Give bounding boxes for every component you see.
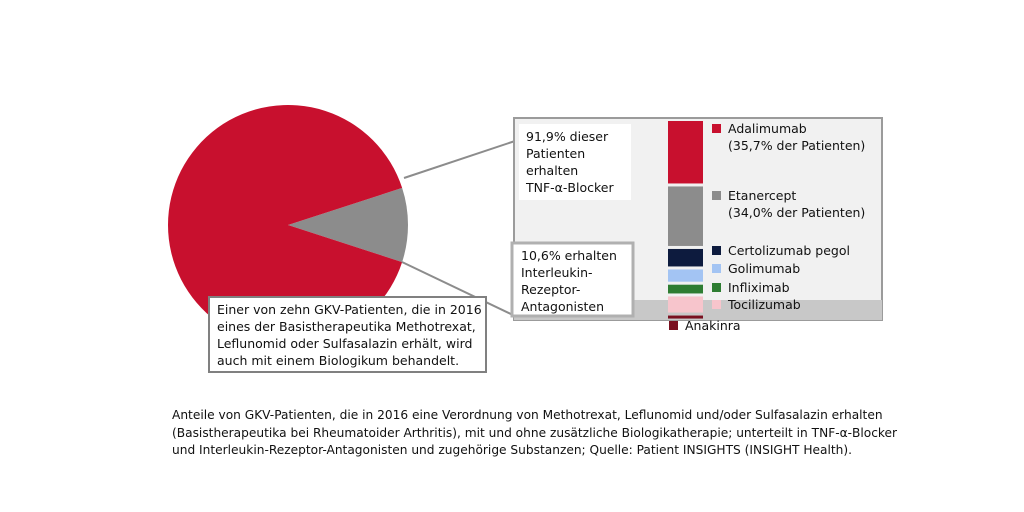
- pie-slice-ohne-biologikum: [168, 105, 403, 346]
- tnf-note-box: [519, 124, 631, 200]
- legend-swatch: [669, 321, 678, 330]
- bar-segment-etanercept: [668, 186, 703, 246]
- tnf-note-text: 91,9% dieser Patienten erhalten TNF-α-Bl…: [525, 129, 614, 195]
- pie-chart: [168, 105, 408, 346]
- pie-note-box: [208, 296, 487, 373]
- bar-segment-tocilizumab: [668, 296, 703, 313]
- legend-label: Etanercept: [728, 188, 796, 203]
- legend-swatch: [712, 283, 721, 292]
- tnf-note-line: TNF-α-Blocker: [525, 180, 614, 195]
- legend-swatch: [712, 264, 721, 273]
- connector-lines: [401, 140, 516, 317]
- figure-caption: Anteile von GKV-Patienten, die in 2016 e…: [172, 408, 898, 457]
- il-note-line: 10,6% erhalten: [521, 248, 617, 263]
- tnf-note-line: erhalten: [526, 163, 578, 178]
- bar-segment-certolizumab-pegol: [668, 248, 703, 267]
- legend-swatch: [712, 191, 721, 200]
- il-note-line: Antagonisten: [521, 299, 604, 314]
- bar-segment-anakinra: [668, 315, 703, 319]
- legend-label: Anakinra: [685, 318, 741, 333]
- legend-label: Tocilizumab: [727, 297, 801, 312]
- pie-slice-mit-biologikum: [288, 187, 408, 263]
- pie-note-line: eines der Basistherapeutika Methotrexat,: [217, 319, 476, 334]
- il-note-line: Rezeptor-: [521, 282, 580, 297]
- legend-label: Certolizumab pegol: [728, 243, 850, 258]
- pie-note-text: Einer von zehn GKV-Patienten, die in 201…: [217, 302, 486, 368]
- legend-label: Golimumab: [728, 261, 800, 276]
- pie-note-line: auch mit einem Biologikum behandelt.: [217, 353, 459, 368]
- legend-label: Adalimumab: [728, 121, 807, 136]
- chart: Adalimumab (35,7% der Patienten) Etanercep…: [168, 105, 883, 373]
- bar-segment-golimumab: [668, 269, 703, 282]
- il-note-box: [510, 241, 635, 318]
- tnf-note-line: Patienten: [526, 146, 585, 161]
- legend-share-label: (34,0% der Patienten): [728, 205, 865, 220]
- il-note-text: 10,6% erhalten Interleukin- Rezeptor- An…: [521, 248, 621, 314]
- connector-line-top: [403, 140, 516, 179]
- tnf-note-line: 91,9% dieser: [526, 129, 609, 144]
- bar-segment-infliximab: [668, 284, 703, 294]
- legend-swatch: [712, 300, 721, 309]
- legend-share-label: (35,7% der Patienten): [728, 138, 865, 153]
- legend-label: Infliximab: [728, 280, 790, 295]
- legend-swatch: [712, 246, 721, 255]
- bar-segment-adalimumab: [668, 121, 703, 184]
- il-note-line: Interleukin-: [521, 265, 593, 280]
- legend-swatch: [712, 124, 721, 133]
- pie-note-line: Einer von zehn GKV-Patienten, die in 201…: [217, 302, 482, 317]
- pie-note-line: Leflunomid oder Sulfasalazin erhält, wir…: [217, 336, 472, 351]
- connector-line-bottom: [401, 261, 516, 317]
- breakdown-stacked-bar: [668, 121, 703, 319]
- breakdown-legend: Adalimumab (35,7% der Patienten) Etanercep…: [669, 121, 865, 333]
